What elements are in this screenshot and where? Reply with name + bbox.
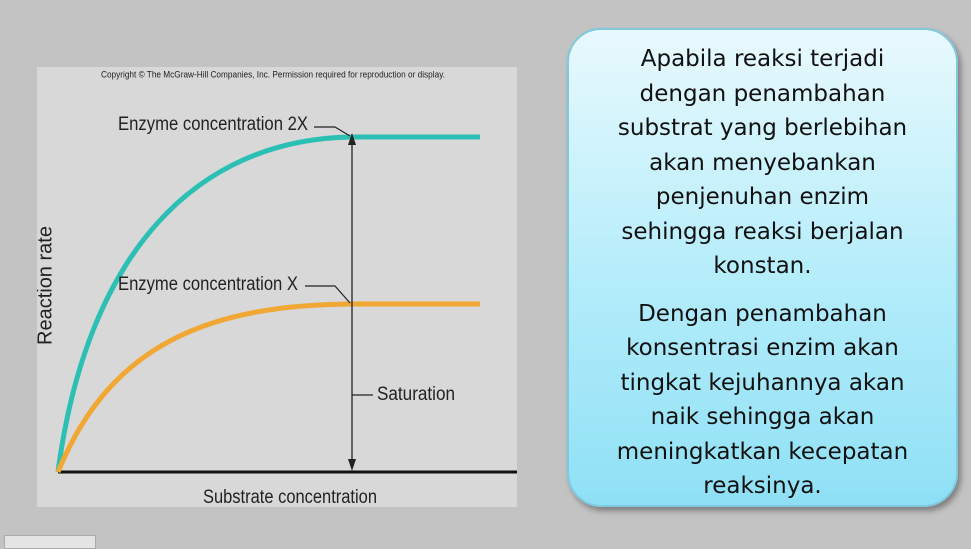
text-line: konsentrasi enzim akan (626, 335, 899, 361)
paragraph: Dengan penambahan konsentrasi enzim akan t… (569, 297, 956, 504)
text-line: substrat yang berlebihan (617, 115, 908, 141)
x-axis-label: Substrate concentration (203, 487, 377, 507)
curve-x (55, 301, 480, 473)
arrow-head (348, 133, 356, 145)
text-line: naik sehingga akan (650, 404, 875, 430)
text-line: Dengan penambahan (638, 300, 887, 327)
text-line: akan menyebankan (649, 149, 876, 176)
leader-line (314, 126, 351, 137)
curve-2x (55, 134, 480, 473)
arrow-head (348, 459, 356, 471)
text-line: tingkat kejuhannya akan (620, 369, 905, 396)
leader-line (305, 285, 351, 304)
text-line: meningkatkan kecepatan (616, 438, 909, 465)
callout: Apabila reaksi terjadi dengan penambahan s… (567, 28, 958, 507)
copyright: Copyright © The McGraw-Hill Companies, I… (101, 69, 445, 79)
text-line: reaksinya. (703, 473, 822, 499)
text-line: penjenuhan enzim (655, 184, 870, 210)
y-axis-label: Reaction rate (37, 226, 56, 345)
curve-label: Enzyme concentration X (118, 274, 298, 295)
slide-tab (4, 535, 96, 549)
paragraph: Apabila reaksi terjadi dengan penambahan s… (569, 42, 956, 284)
figure-background (37, 67, 517, 507)
text-line: dengan penambahan (639, 80, 886, 107)
text-line: konstan. (713, 253, 812, 279)
saturation-label: Saturation (377, 384, 455, 405)
text-line: Apabila reaksi terjadi (640, 46, 885, 72)
curve-label: Enzyme concentration 2X (118, 114, 308, 135)
figure: Copyright © The McGraw-Hill Companies, I… (37, 67, 517, 507)
text-line: sehingga reaksi berjalan (621, 218, 904, 245)
